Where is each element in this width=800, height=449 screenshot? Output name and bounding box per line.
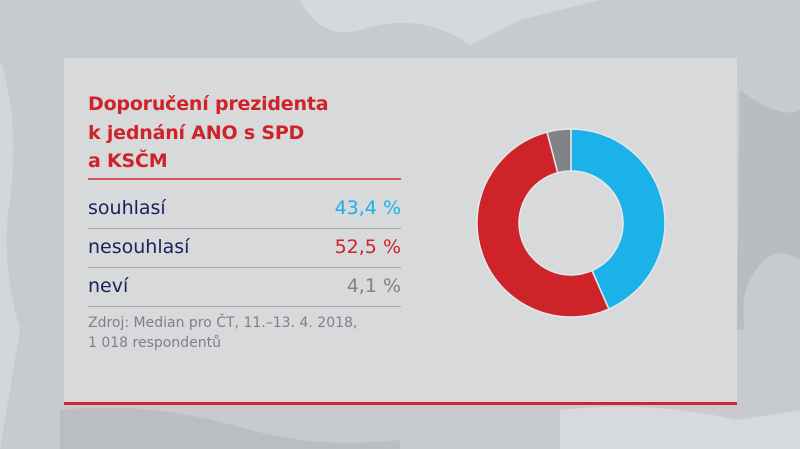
- source-line-2: 1 018 respondentů: [88, 335, 221, 351]
- donut-chart: [476, 128, 666, 318]
- result-label: neví: [88, 275, 129, 297]
- result-row-disagree: nesouhlasí 52,5 %: [88, 229, 401, 268]
- donut-slice-dont-know: [546, 128, 572, 174]
- result-value: 43,4 %: [334, 197, 401, 219]
- title-divider: [88, 178, 401, 180]
- chart-title: Doporučení prezidenta k jednání ANO s SP…: [88, 90, 408, 176]
- donut-slice-agree: [570, 128, 666, 311]
- panel-bottom-rule: [64, 402, 737, 405]
- source-note: Zdroj: Median pro ČT, 11.–13. 4. 2018, 1…: [88, 313, 418, 353]
- result-label: nesouhlasí: [88, 236, 190, 258]
- donut-slice-disagree: [476, 131, 610, 318]
- title-line-3: a KSČM: [88, 150, 168, 172]
- title-line-1: Doporučení prezidenta: [88, 93, 329, 115]
- result-row-agree: souhlasí 43,4 %: [88, 190, 401, 229]
- result-label: souhlasí: [88, 197, 166, 219]
- result-value: 4,1 %: [346, 275, 401, 297]
- result-value: 52,5 %: [334, 236, 401, 258]
- title-line-2: k jednání ANO s SPD: [88, 121, 305, 144]
- source-line-1: Zdroj: Median pro ČT, 11.–13. 4. 2018,: [88, 315, 358, 331]
- results-table: souhlasí 43,4 % nesouhlasí 52,5 % neví 4…: [88, 190, 401, 307]
- result-row-dont-know: neví 4,1 %: [88, 268, 401, 307]
